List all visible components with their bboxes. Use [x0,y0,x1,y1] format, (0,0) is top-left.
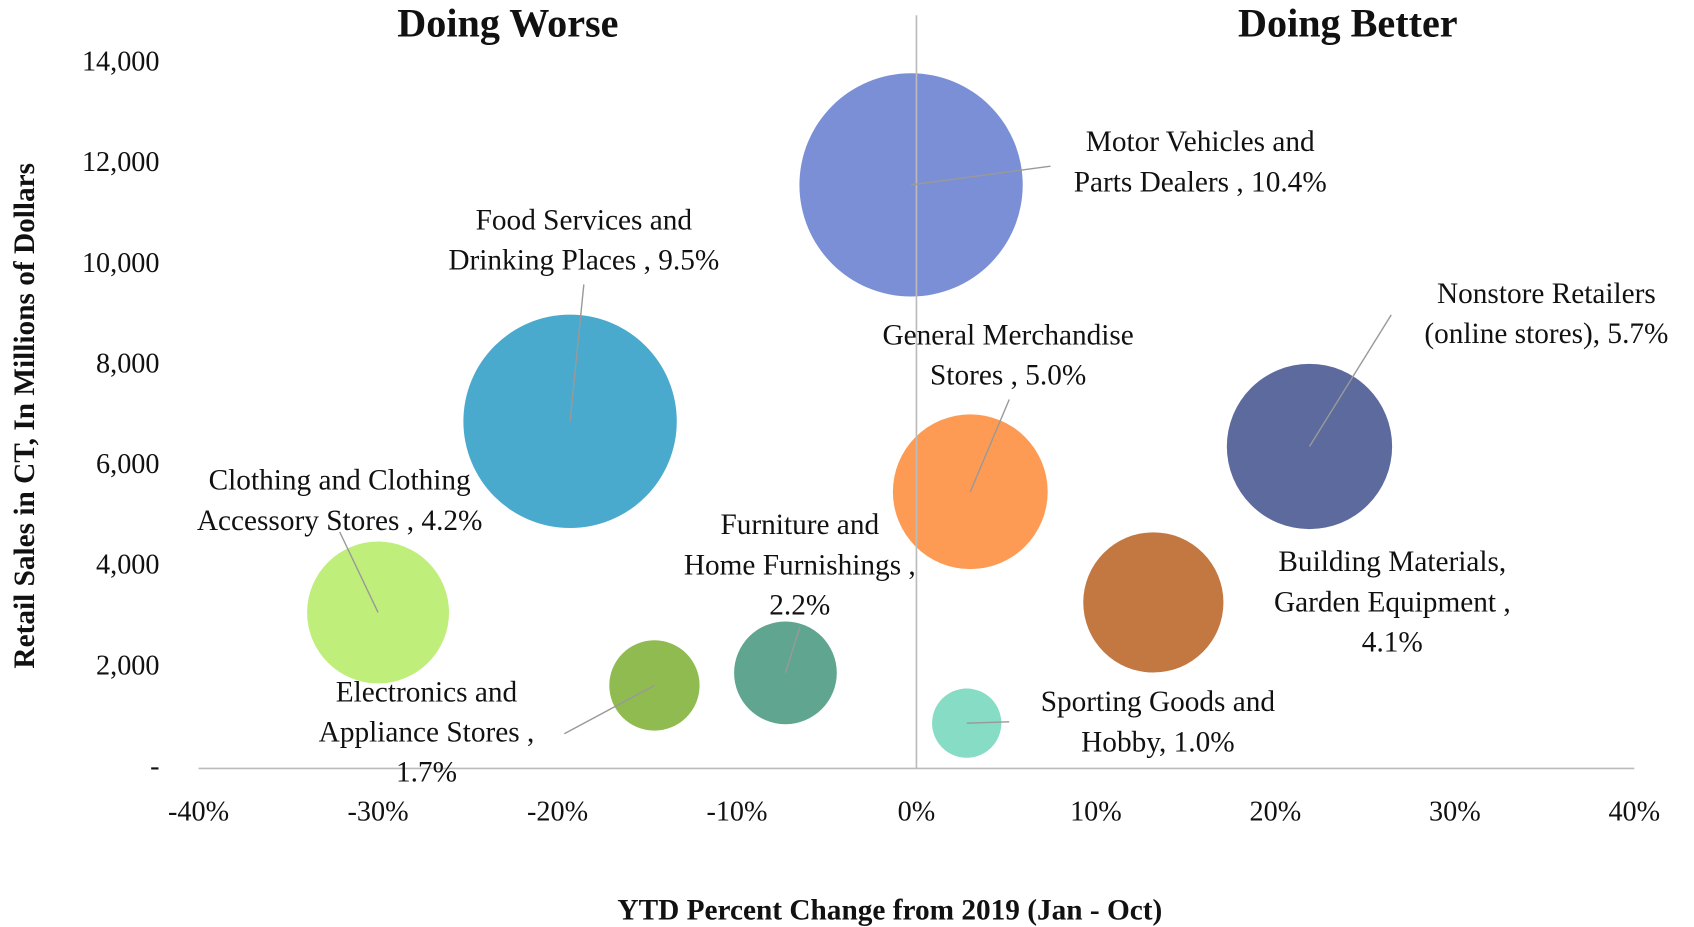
x-tick-label: -40% [168,796,229,827]
y-axis-title: Retail Sales in CT, In Millions of Dolla… [9,163,41,669]
data-label: 1.7% [396,757,457,789]
bubble [307,541,450,684]
x-tick-label: 40% [1608,796,1660,827]
annotation: Doing Better [1238,0,1458,45]
x-tick-label: -30% [348,796,409,827]
y-tick-label: 6,000 [96,449,159,480]
leader-line [339,531,379,613]
leader-line [784,627,801,674]
data-label: Hobby, 1.0% [1081,726,1235,758]
data-label: Home Furnishings , [684,549,916,581]
y-tick-label: 2,000 [96,650,159,681]
x-tick-label: -10% [706,796,767,827]
x-tick-label: 20% [1250,796,1302,827]
data-label: Nonstore Retailers [1437,278,1656,310]
y-tick-label: 12,000 [82,147,160,178]
data-label: Clothing and Clothing [209,465,471,497]
leader-line [563,684,655,735]
y-tick-label: - [150,751,159,782]
x-tick-label: 30% [1429,796,1481,827]
data-label: 4.1% [1362,626,1423,658]
leader-line [569,284,585,422]
leader-line [910,165,1051,186]
data-label: Motor Vehicles and [1086,126,1315,158]
data-label: Food Services and [476,204,693,236]
data-label: Accessory Stores , 4.2% [197,505,483,537]
x-axis-title: YTD Percent Change from 2019 (Jan - Oct) [617,894,1162,926]
bubble [799,73,1023,297]
data-label: 2.2% [769,590,830,622]
data-label: Building Materials, [1278,546,1506,578]
data-label: Drinking Places , 9.5% [448,244,719,276]
y-tick-label: 4,000 [96,550,159,581]
data-label: Furniture and [720,509,879,541]
annotation: Doing Worse [397,0,618,45]
data-label: Garden Equipment , [1274,586,1511,618]
leader-line [969,399,1010,493]
data-label: (online stores), 5.7% [1424,318,1668,350]
data-label: Sporting Goods and [1041,686,1276,718]
x-tick-label: 0% [898,796,936,827]
data-label: Parts Dealers , 10.4% [1074,166,1327,198]
data-label: General Merchandise [882,319,1133,351]
data-label: Appliance Stores , [319,717,535,749]
data-label: Stores , 5.0% [930,359,1086,391]
leader-line [1308,314,1392,447]
x-tick-label: -20% [527,796,588,827]
leader-line [966,721,1010,724]
y-tick-label: 14,000 [82,47,160,78]
bubble [932,688,1002,758]
bubble [734,621,837,725]
y-tick-label: 10,000 [82,248,160,279]
bubble [1083,532,1224,673]
data-label: Electronics and [336,676,518,708]
x-tick-label: 10% [1070,796,1122,827]
y-tick-label: 8,000 [96,348,159,379]
